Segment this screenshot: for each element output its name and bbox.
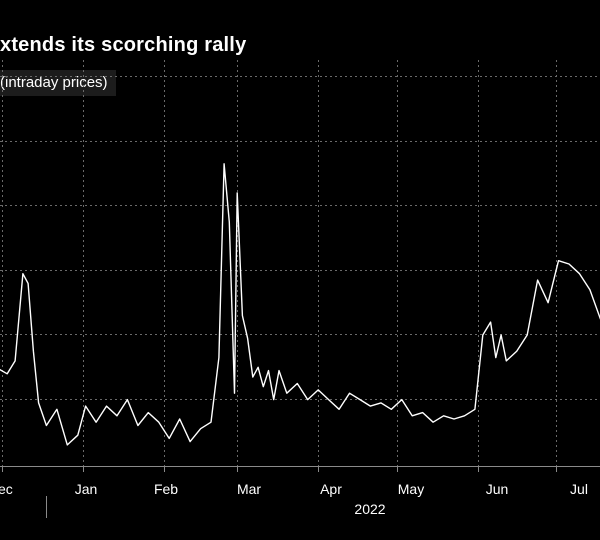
x-group-label: 2022 (354, 501, 385, 517)
x-tick-label: May (398, 481, 424, 497)
x-tick-labels: ec Jan Feb Mar Apr May Jun Jul (0, 481, 588, 497)
x-tick-label: Jul (570, 481, 588, 497)
price-line (0, 163, 600, 446)
x-tick-label: ec (0, 481, 13, 497)
x-tick-marks (2, 466, 557, 472)
x-tick-label: Jan (75, 481, 98, 497)
x-tick-label: Feb (154, 481, 178, 497)
chart-subtitle: (intraday prices) (0, 70, 116, 96)
gridlines (0, 60, 600, 466)
chart-title: xtends its scorching rally (0, 34, 247, 56)
x-tick-label: Apr (320, 481, 342, 497)
x-tick-label: Jun (486, 481, 509, 497)
x-tick-label: Mar (237, 481, 261, 497)
